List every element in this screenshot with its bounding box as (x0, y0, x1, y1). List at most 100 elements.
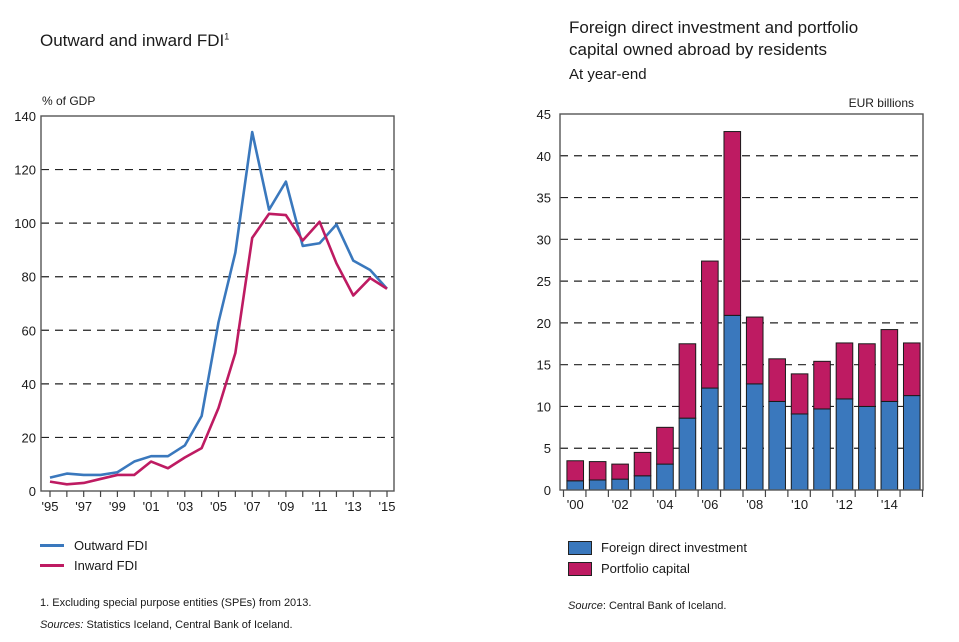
x-tick-label: '06 (701, 497, 718, 512)
x-tick-label: '03 (176, 499, 193, 514)
legend-item-outward: Outward FDI (40, 535, 148, 555)
legend-item-portfolio: Portfolio capital (568, 558, 747, 579)
x-tick-label: '11 (312, 499, 328, 514)
bar-fdi-2008 (745, 383, 764, 491)
legend-item-inward: Inward FDI (40, 555, 148, 575)
bar-fdi-2014 (880, 400, 899, 491)
legend-label-outward: Outward FDI (74, 537, 148, 553)
right-source: Source: Central Bank of Iceland. (568, 600, 726, 612)
y-tick-label: 15 (537, 358, 551, 373)
bar-fdi-2003 (633, 475, 652, 491)
right-legend: Foreign direct investment Portfolio capi… (568, 537, 747, 579)
bar-portfolio-2011 (813, 360, 831, 410)
y-tick-label: 5 (544, 441, 551, 456)
bar-portfolio-2010 (790, 373, 809, 415)
right-bar-chart: 0 5 10 15 20 25 30 35 40 45 '00 '02 '04 '06 '08 '10 '12 '… (537, 107, 924, 512)
right-source-label: Source (568, 600, 603, 612)
bar-fdi-2007 (723, 314, 742, 491)
left-source: Sources: Statistics Iceland, Central Ban… (40, 619, 293, 631)
left-y-axis-label: % of GDP (42, 94, 96, 108)
bar-portfolio-2009 (768, 358, 786, 402)
bar-portfolio-2006 (701, 260, 719, 389)
legend-label-fdi: Foreign direct investment (601, 540, 747, 555)
bar-fdi-2015 (902, 395, 921, 491)
x-tick-label: '04 (656, 497, 673, 512)
bar-fdi-2006 (701, 387, 719, 491)
bar-portfolio-2002 (611, 463, 629, 480)
legend-swatch-fdi (568, 540, 592, 555)
right-chart-subtitle: At year-end (569, 66, 647, 83)
bar-portfolio-2005 (678, 343, 697, 419)
y-tick-label: 20 (22, 430, 36, 445)
bar-fdi-2002 (611, 478, 629, 491)
left-source-text: Statistics Iceland, Central Bank of Icel… (83, 619, 293, 631)
left-chart-title-text: Outward and inward FDI (40, 31, 225, 50)
y-tick-label: 120 (14, 163, 36, 178)
bar-fdi-2001 (588, 479, 607, 491)
y-tick-label: 10 (537, 399, 551, 414)
x-tick-label: '09 (277, 499, 294, 514)
x-tick-label: '10 (791, 497, 808, 512)
bar-portfolio-2012 (835, 342, 854, 400)
bar-portfolio-2015 (902, 342, 921, 397)
x-tick-label: '95 (42, 499, 59, 514)
footnote-marker: 1 (224, 31, 230, 42)
y-tick-label: 0 (544, 483, 551, 498)
left-footnote: 1. Excluding special purpose entities (S… (40, 597, 312, 609)
y-tick-label: 80 (22, 270, 36, 285)
x-tick-label: '15 (379, 499, 396, 514)
legend-label-inward: Inward FDI (74, 557, 138, 573)
legend-label-portfolio: Portfolio capital (601, 561, 690, 576)
bar-portfolio-2001 (588, 461, 607, 481)
y-tick-label: 35 (537, 191, 551, 206)
left-line-chart: 0 20 40 60 80 100 120 140 '95 '97 '99 '01 '03 '05 '07 '… (14, 109, 396, 514)
bar-fdi-2012 (835, 398, 854, 491)
right-chart-title: Foreign direct investment and portfolio … (569, 17, 858, 61)
x-tick-label: '01 (143, 499, 160, 514)
x-tick-label: '14 (881, 497, 898, 512)
bar-portfolio-2000 (566, 460, 585, 482)
y-tick-label: 20 (537, 316, 551, 331)
series-line-outward-fdi (49, 130, 388, 479)
bar-portfolio-2014 (880, 329, 899, 402)
bar-fdi-2000 (566, 480, 585, 491)
right-chart-title-line-2: capital owned abroad by residents (569, 40, 827, 59)
legend-swatch-inward (40, 563, 64, 567)
right-y-axis-label: EUR billions (848, 96, 914, 110)
right-chart-title-line-1: Foreign direct investment and portfolio (569, 18, 859, 37)
bar-portfolio-2013 (858, 343, 876, 407)
x-tick-label: '07 (244, 499, 261, 514)
bar-portfolio-2007 (723, 131, 742, 316)
x-tick-label: '12 (836, 497, 853, 512)
left-legend: Outward FDI Inward FDI (40, 535, 148, 575)
legend-swatch-outward (40, 543, 64, 547)
x-tick-label: '08 (746, 497, 763, 512)
x-tick-label: '99 (109, 499, 126, 514)
plot-frame (559, 113, 924, 491)
legend-item-fdi: Foreign direct investment (568, 537, 747, 558)
right-source-text: : Central Bank of Iceland. (602, 600, 727, 612)
series-line-inward-fdi (49, 212, 388, 486)
left-source-label: Sources: (40, 619, 84, 631)
y-tick-label: 45 (537, 107, 551, 122)
y-tick-label: 40 (537, 149, 551, 164)
bar-portfolio-2008 (745, 316, 764, 385)
legend-swatch-portfolio (568, 561, 592, 576)
bar-fdi-2009 (768, 400, 786, 491)
y-tick-label: 60 (22, 323, 36, 338)
x-tick-label: '02 (612, 497, 629, 512)
y-tick-label: 25 (537, 274, 551, 289)
bar-fdi-2004 (656, 463, 674, 491)
x-tick-label: '00 (567, 497, 584, 512)
y-tick-label: 0 (29, 484, 36, 499)
bar-fdi-2011 (813, 408, 831, 491)
bar-fdi-2005 (678, 417, 697, 491)
bar-fdi-2013 (858, 405, 876, 491)
x-tick-label: '97 (75, 499, 92, 514)
bar-portfolio-2004 (656, 426, 674, 465)
x-tick-label: '13 (345, 499, 362, 514)
plot-frame (40, 115, 395, 492)
bar-portfolio-2003 (633, 451, 652, 477)
bar-fdi-2010 (790, 413, 809, 491)
left-chart-title: Outward and inward FDI1 (40, 31, 229, 51)
